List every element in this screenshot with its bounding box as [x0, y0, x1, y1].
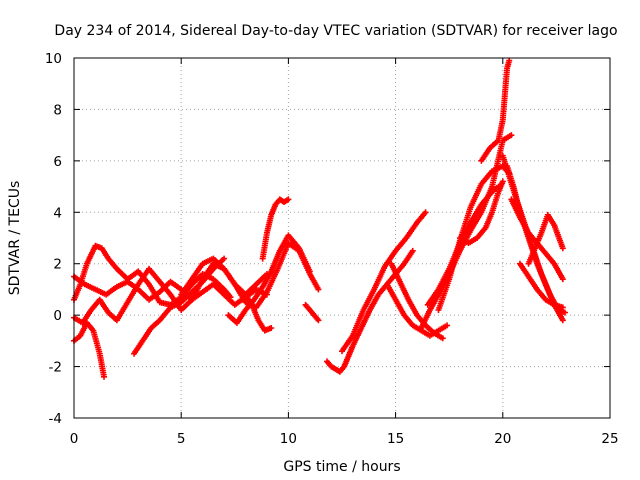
series-sat-n [384, 281, 451, 339]
series-sat-h [259, 196, 292, 262]
x-tick-label: 25 [601, 431, 618, 447]
x-tick-label: 20 [494, 431, 511, 447]
x-tick-label: 10 [280, 431, 297, 447]
series-sat-s [478, 57, 513, 164]
series-sat-x [516, 260, 566, 311]
data-point [559, 245, 566, 252]
data-point [227, 294, 234, 301]
y-axis-label: SDTVAR / TECUs [7, 181, 23, 296]
data-point [559, 317, 566, 324]
series-sat-w [525, 211, 566, 267]
data-point [306, 268, 313, 275]
data-point [559, 304, 566, 311]
data-point [422, 209, 429, 216]
data-point [561, 309, 568, 316]
series-sat-g [225, 232, 313, 326]
plot-frame [73, 57, 611, 419]
series-sat-e [131, 255, 228, 357]
data-point [499, 178, 506, 185]
chart-title: Day 234 of 2014, Sidereal Day-to-day VTE… [54, 23, 617, 39]
series-sat-d [71, 319, 108, 380]
y-tick-label: 2 [53, 257, 62, 273]
x-tick-label: 5 [177, 431, 186, 447]
data-point [439, 335, 446, 342]
series-sat-l [339, 209, 429, 355]
data-point [409, 247, 416, 254]
y-tick-label: 4 [53, 205, 62, 221]
data-point [268, 325, 275, 331]
series-sat-k [323, 247, 416, 375]
data-point [506, 57, 513, 64]
y-tick-label: 0 [53, 308, 62, 324]
series-sat-q [435, 163, 513, 313]
data-point [444, 322, 451, 329]
x-tick-label: 15 [387, 431, 404, 447]
data-point [315, 286, 322, 293]
y-tick-label: 8 [53, 102, 62, 118]
data-point [508, 132, 515, 139]
x-axis-label: GPS time / hours [283, 459, 400, 475]
y-tick-label: -2 [49, 360, 62, 376]
y-tick-label: 6 [53, 154, 62, 170]
data-points [71, 57, 568, 380]
series-sat-j [302, 301, 322, 324]
data-point [101, 373, 108, 380]
data-point [315, 317, 322, 324]
data-point [285, 196, 292, 203]
y-tick-label: 10 [45, 51, 62, 67]
data-point [221, 255, 228, 262]
x-tick-label: 0 [70, 431, 79, 447]
series-sat-i [242, 291, 275, 334]
data-point [559, 276, 566, 283]
y-tick-label: -4 [49, 411, 62, 427]
series-sat-r [456, 178, 506, 247]
